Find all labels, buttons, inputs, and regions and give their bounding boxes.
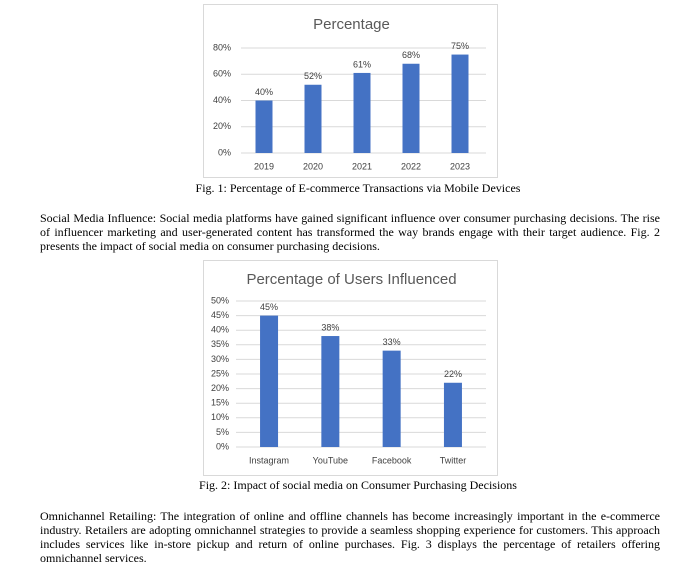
x-tick-label: 2020: [303, 161, 323, 171]
chart-title: Percentage of Users Influenced: [246, 271, 456, 288]
y-tick-label: 0%: [216, 441, 229, 451]
chart: Percentage of Users Influenced 0% 5% 10% 15%…: [203, 260, 498, 476]
x-tick-label: 2021: [352, 161, 372, 171]
x-tick-label: 2019: [254, 161, 274, 171]
chart: Percentage 0% 20% 40% 60% 80% 2019 40% 2020 52% 20…: [203, 4, 498, 178]
y-tick-label: 10%: [211, 412, 229, 422]
y-tick-label: 50%: [211, 295, 229, 305]
x-tick-label: 2023: [450, 161, 470, 171]
data-label: 33%: [383, 337, 401, 347]
bar: [260, 315, 279, 447]
data-label: 38%: [321, 322, 339, 332]
data-label: 52%: [304, 71, 322, 81]
x-tick-label: Twitter: [440, 455, 467, 465]
data-label: 22%: [444, 369, 462, 379]
x-tick-label: 2022: [401, 161, 421, 171]
y-tick-label: 25%: [211, 368, 229, 378]
bar: [255, 100, 273, 153]
x-tick-label: YouTube: [313, 455, 348, 465]
bar: [402, 63, 420, 153]
x-tick-label: Facebook: [372, 455, 412, 465]
y-tick-label: 30%: [211, 354, 229, 364]
data-label: 75%: [451, 41, 469, 51]
data-label: 68%: [402, 50, 420, 60]
bar: [443, 382, 462, 447]
bar: [353, 72, 371, 153]
y-tick-label: 40%: [213, 95, 231, 105]
paragraph: Social Media Influence: Social media pla…: [40, 211, 660, 253]
x-tick-label: Instagram: [249, 455, 289, 465]
bar: [451, 54, 469, 153]
y-tick-label: 45%: [211, 310, 229, 320]
figure-caption: Fig. 1: Percentage of E-commerce Transac…: [195, 181, 521, 195]
bar: [382, 350, 401, 447]
data-label: 45%: [260, 302, 278, 312]
data-label: 40%: [255, 87, 273, 97]
bar: [321, 336, 340, 447]
y-tick-label: 0%: [218, 147, 231, 157]
paragraph: Omnichannel Retailing: The integration o…: [40, 509, 660, 565]
y-tick-label: 60%: [213, 69, 231, 79]
y-tick-label: 40%: [211, 325, 229, 335]
data-label: 61%: [353, 59, 371, 69]
chart-title: Percentage: [313, 16, 390, 33]
bar: [304, 84, 322, 153]
y-tick-label: 20%: [211, 383, 229, 393]
y-tick-label: 80%: [213, 42, 231, 52]
y-tick-label: 5%: [216, 427, 229, 437]
y-tick-label: 15%: [211, 398, 229, 408]
y-tick-label: 35%: [211, 339, 229, 349]
figure-caption: Fig. 2: Impact of social media on Consum…: [199, 478, 517, 492]
y-tick-label: 20%: [213, 121, 231, 131]
